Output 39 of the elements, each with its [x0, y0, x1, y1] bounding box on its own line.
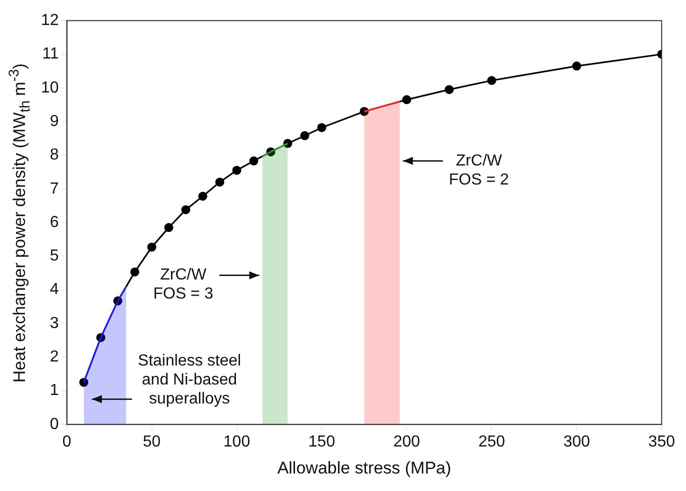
point [249, 156, 258, 166]
point [164, 223, 174, 232]
y-tick-label: 5 [50, 248, 59, 265]
point [181, 205, 190, 214]
x-tick-label: 300 [563, 433, 590, 450]
x-tick-label: 250 [478, 433, 506, 450]
point [130, 267, 140, 276]
y-tick-label: 2 [50, 348, 59, 366]
y-tick-label: 8 [50, 146, 59, 164]
y-tick-label: 7 [50, 180, 59, 198]
point [487, 76, 496, 85]
x-tick-label: 350 [648, 433, 676, 450]
point [198, 192, 208, 201]
point [572, 62, 582, 71]
y-tick-label: 1 [50, 382, 59, 400]
x-tick-label: 0 [62, 433, 72, 450]
point [232, 166, 242, 175]
point [215, 178, 224, 187]
annotation: ZrC/W FOS = 2 [448, 152, 510, 188]
y-tick-label: 11 [42, 46, 59, 63]
x-tick-label: 50 [142, 433, 161, 450]
x-tick-label: 150 [308, 433, 336, 450]
point [444, 85, 454, 94]
y-tick-label: 0 [50, 416, 59, 433]
y-tick-label: 6 [50, 214, 59, 231]
y-tick-label: 3 [50, 314, 59, 332]
annotation: ZrC/W FOS = 3 [153, 266, 214, 303]
point [300, 131, 310, 140]
x-axis-title: Allowable stress (MPa) [277, 458, 452, 478]
y-tick-label: 4 [50, 281, 59, 298]
annotation: Stainless steel and Ni-based superalloys [138, 352, 242, 408]
x-tick-label: 100 [223, 433, 250, 450]
y-tick-label: 9 [50, 112, 59, 130]
point [402, 95, 412, 104]
y-tick-label: 12 [41, 12, 59, 30]
y-tick-label: 10 [41, 79, 59, 96]
point [317, 123, 326, 132]
point [147, 242, 156, 252]
x-tick-label: 200 [393, 433, 420, 450]
